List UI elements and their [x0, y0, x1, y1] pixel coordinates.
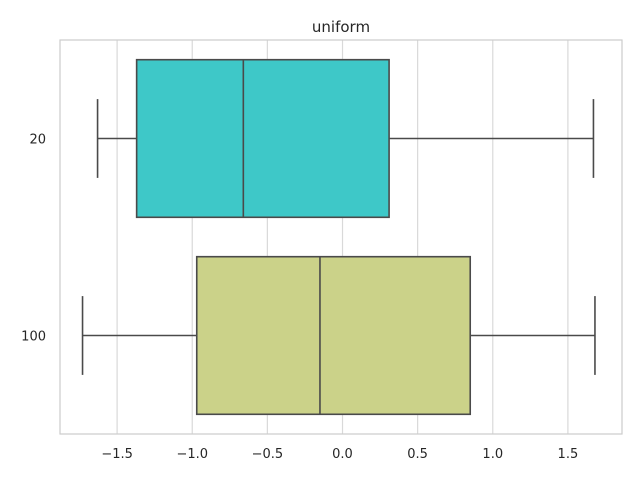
- x-tick-label: −1.0: [176, 447, 208, 462]
- y-tick-label: 20: [29, 133, 46, 148]
- x-tick-label: 0.0: [332, 447, 353, 462]
- y-tick-label: 100: [21, 330, 46, 345]
- box-20: [96, 58, 595, 219]
- x-tick-label: 1.5: [558, 447, 579, 462]
- iqr-box: [135, 58, 390, 219]
- x-tick-label: −0.5: [252, 447, 284, 462]
- iqr-box: [195, 255, 472, 416]
- plot-frame: [59, 39, 623, 435]
- x-tick-label: 1.0: [482, 447, 503, 462]
- y-axis-ticks: 20 100: [21, 133, 46, 345]
- box-100: [81, 255, 596, 416]
- box-layer: [81, 58, 596, 416]
- x-tick-label: −1.5: [101, 447, 133, 462]
- x-tick-label: 0.5: [407, 447, 428, 462]
- x-axis-ticks: −1.5 −1.0 −0.5 0.0 0.5 1.0 1.5: [101, 447, 578, 462]
- chart-title: uniform: [312, 18, 370, 36]
